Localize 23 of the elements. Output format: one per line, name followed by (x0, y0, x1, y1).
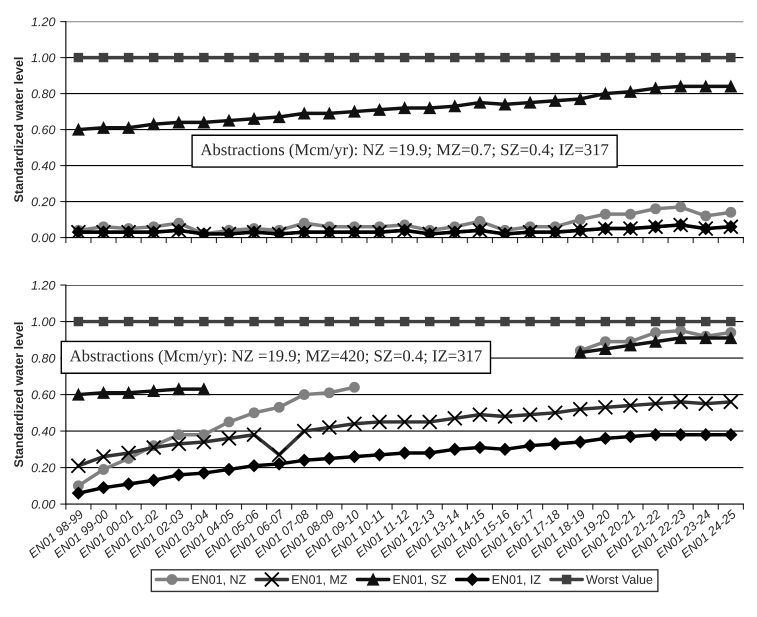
annotation: Abstractions (Mcm/yr): NZ =19.9; MZ=0.7; SZ=0.4; IZ=317 (200, 144, 608, 159)
annotation: Abstractions (Mcm/yr): NZ =19.9; MZ=420; SZ=0.4; IZ=317 (70, 350, 482, 365)
y-axis-title: Standardized water level (14, 58, 24, 202)
y-tick-label: 0.20 (32, 463, 56, 472)
y-tick-label: 1.20 (31, 17, 56, 26)
y-tick-label: 1.00 (31, 53, 56, 62)
y-tick-label: 1.20 (31, 280, 56, 290)
y-tick-label: 1.00 (31, 317, 56, 326)
legend-label: EN01, NZ (192, 575, 246, 586)
legend-label: Worst Value (586, 574, 652, 584)
y-tick-label: 0.80 (32, 354, 56, 363)
y-tick-label: 0.60 (32, 125, 56, 134)
y-tick-label: 0.40 (32, 161, 56, 170)
y-tick-label: 0.80 (32, 89, 56, 98)
y-tick-label: 0.20 (32, 197, 56, 206)
legend-label: EN01, MZ (292, 575, 348, 586)
y-tick-label: 0.00 (32, 500, 56, 509)
legend-label: EN01, SZ (393, 575, 446, 586)
y-tick-label: 0.60 (32, 390, 56, 400)
y-tick-label: 0.40 (32, 426, 56, 436)
y-tick-label: 0.00 (32, 233, 56, 242)
legend-label: EN01, IZ (492, 575, 541, 586)
y-axis-title: Standardized water level (14, 322, 24, 468)
